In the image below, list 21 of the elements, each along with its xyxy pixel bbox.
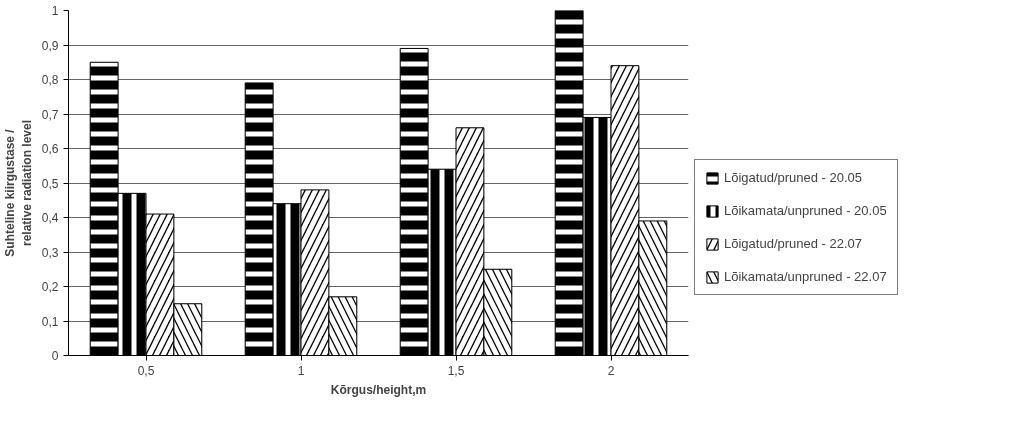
legend-label: Lõigatud/pruned - 20.05 [724,170,863,185]
x-tick-label: 2 [607,363,615,378]
x-axis-title: Kõrgus/height,m [330,382,427,397]
y-tick-label: 0,1 [41,314,59,329]
y-tick-label: 0,4 [41,211,59,225]
y-tick-label: 0,9 [41,38,59,53]
legend-label: Lõikamata/unpruned - 20.05 [724,203,887,218]
y-tick-label: 0,6 [41,142,59,156]
y-tick-label: 0,5 [41,176,59,191]
y-axis-title: Suhteline kiirgustase / relative radiation level [3,119,34,257]
x-tick-label: 0,5 [137,363,155,378]
y-tick-label: 1 [51,4,59,18]
y-tick-label: 0,2 [41,280,59,294]
legend-label: Lõikamata/unpruned - 22.07 [724,269,887,284]
y-tick-label: 0,3 [41,245,59,260]
x-tick-label: 1,5 [447,363,465,378]
y-tick-label: 0,8 [41,73,59,87]
x-tick-label: 1 [297,363,305,378]
y-tick-label: 0 [51,349,59,363]
legend-label: Lõigatud/pruned - 22.07 [724,236,863,251]
y-tick-label: 0,7 [41,107,59,122]
